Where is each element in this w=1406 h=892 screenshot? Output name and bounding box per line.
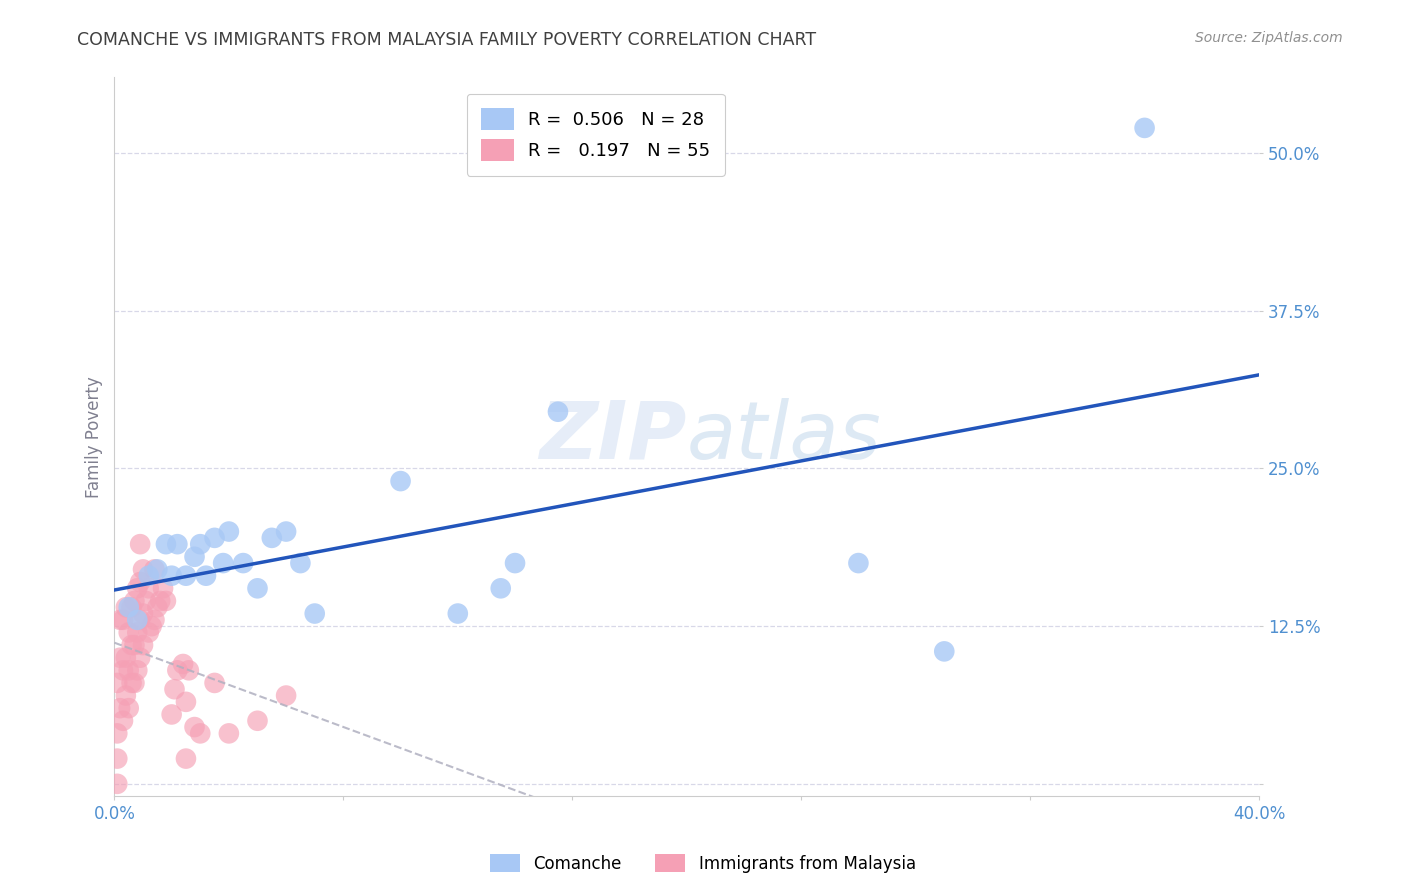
Point (105, 777, 128, 791)
Point (547, 405, 569, 419)
Point (246, 714, 269, 728)
Text: ZIP: ZIP (540, 398, 686, 476)
Point (166, 537, 188, 551)
Text: Source: ZipAtlas.com: Source: ZipAtlas.com (1195, 31, 1343, 45)
Point (274, 689, 297, 703)
Point (118, 701, 141, 715)
Point (163, 682, 186, 697)
Legend: R =  0.506   N = 28, R =   0.197   N = 55: R = 0.506 N = 28, R = 0.197 N = 55 (467, 94, 724, 176)
Point (105, 676, 128, 690)
Point (115, 689, 138, 703)
Point (260, 531, 283, 545)
Point (135, 594, 157, 608)
Point (127, 613, 149, 627)
Point (132, 638, 155, 652)
Point (111, 714, 134, 728)
Point (489, 582, 512, 596)
Point (138, 568, 160, 582)
Point (934, 644, 956, 658)
Point (118, 600, 141, 615)
Text: COMANCHE VS IMMIGRANTS FROM MALAYSIA FAMILY POVERTY CORRELATION CHART: COMANCHE VS IMMIGRANTS FROM MALAYSIA FAM… (77, 31, 817, 49)
Point (160, 568, 183, 582)
Point (129, 574, 152, 589)
Point (121, 600, 143, 615)
Point (155, 594, 177, 608)
Point (111, 663, 134, 677)
Point (146, 600, 169, 615)
Point (105, 726, 128, 740)
Point (177, 663, 200, 677)
Point (118, 625, 141, 640)
Point (143, 562, 166, 576)
Point (132, 562, 155, 576)
Point (118, 663, 141, 677)
Point (232, 556, 254, 570)
Point (129, 650, 152, 665)
Point (146, 562, 169, 576)
Point (183, 720, 205, 734)
Point (160, 707, 183, 722)
Point (188, 726, 211, 740)
Point (138, 582, 160, 596)
Point (138, 625, 160, 640)
Point (149, 594, 172, 608)
Point (174, 695, 197, 709)
Point (141, 619, 163, 633)
Point (132, 607, 155, 621)
Point (389, 474, 412, 488)
Point (848, 556, 870, 570)
Point (127, 663, 149, 677)
Point (218, 524, 240, 539)
Point (166, 663, 188, 677)
Point (195, 568, 218, 582)
Point (183, 549, 205, 564)
Point (503, 556, 526, 570)
Point (304, 607, 326, 621)
Point (174, 568, 197, 582)
Point (129, 537, 152, 551)
Point (188, 537, 211, 551)
Point (174, 751, 197, 765)
Point (105, 751, 128, 765)
Point (172, 657, 194, 671)
Point (1133, 120, 1156, 135)
Y-axis label: Family Poverty: Family Poverty (86, 376, 103, 498)
Point (108, 701, 131, 715)
Point (127, 582, 149, 596)
Point (111, 613, 134, 627)
Point (129, 613, 152, 627)
Point (212, 556, 235, 570)
Point (155, 537, 177, 551)
Point (204, 676, 226, 690)
Point (124, 676, 146, 690)
Point (290, 556, 312, 570)
Point (143, 613, 166, 627)
Text: atlas: atlas (686, 398, 882, 476)
Point (447, 607, 470, 621)
Point (152, 582, 174, 596)
Point (115, 600, 138, 615)
Point (124, 594, 146, 608)
Point (108, 650, 131, 665)
Point (127, 625, 149, 640)
Point (124, 638, 146, 652)
Point (204, 531, 226, 545)
Point (108, 613, 131, 627)
Point (121, 638, 143, 652)
Point (115, 650, 138, 665)
Point (274, 524, 297, 539)
Point (121, 676, 143, 690)
Point (246, 582, 269, 596)
Point (218, 726, 240, 740)
Legend: Comanche, Immigrants from Malaysia: Comanche, Immigrants from Malaysia (484, 847, 922, 880)
